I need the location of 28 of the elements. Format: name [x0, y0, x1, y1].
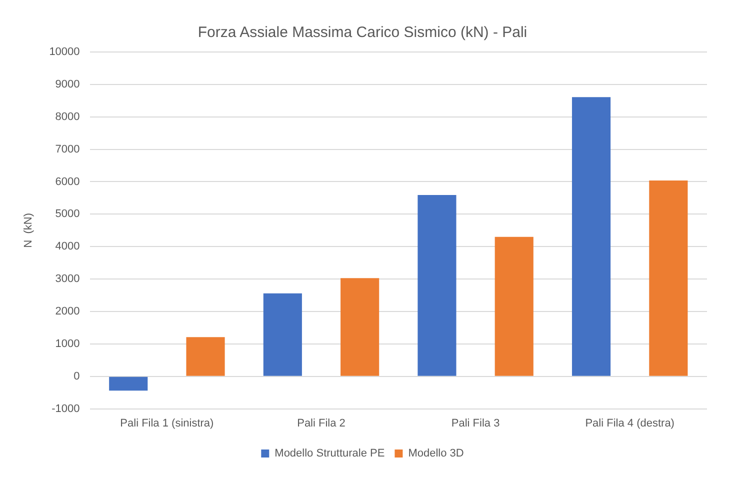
- chart-title: Forza Assiale Massima Carico Sismico (kN) - Pali: [198, 24, 528, 42]
- y-tick-label: 10000: [49, 46, 80, 58]
- x-tick-label: Pali Fila 4 (destra): [585, 417, 674, 430]
- x-tick-label: Pali Fila 3: [451, 417, 500, 430]
- y-tick-label: 0: [74, 370, 80, 382]
- legend-label: Modello 3D: [408, 448, 464, 460]
- y-tick-label: 4000: [55, 240, 80, 253]
- bar: [649, 180, 688, 376]
- x-tick-label: Pali Fila 1 (sinistra): [120, 417, 214, 430]
- x-tick-label: Pali Fila 2: [297, 417, 346, 430]
- y-tick-label: 5000: [55, 208, 80, 220]
- bar: [572, 97, 611, 376]
- y-tick-label: 9000: [55, 78, 80, 90]
- bar: [109, 376, 148, 391]
- bar: [263, 293, 302, 376]
- bar: [494, 236, 534, 376]
- y-tick-label: 3000: [55, 273, 80, 286]
- bar: [418, 195, 456, 376]
- y-tick-label: -1000: [52, 402, 80, 415]
- y-tick-label: 1000: [55, 338, 80, 350]
- y-tick-label: 6000: [55, 176, 80, 188]
- y-axis-title: N (kN): [22, 212, 35, 248]
- bar: [186, 337, 225, 376]
- legend-label: Modello Strutturale PE: [274, 448, 385, 460]
- y-tick-label: 7000: [55, 143, 80, 156]
- bar: [340, 278, 380, 376]
- y-tick-label: 8000: [55, 110, 80, 123]
- y-tick-label: 2000: [55, 306, 80, 318]
